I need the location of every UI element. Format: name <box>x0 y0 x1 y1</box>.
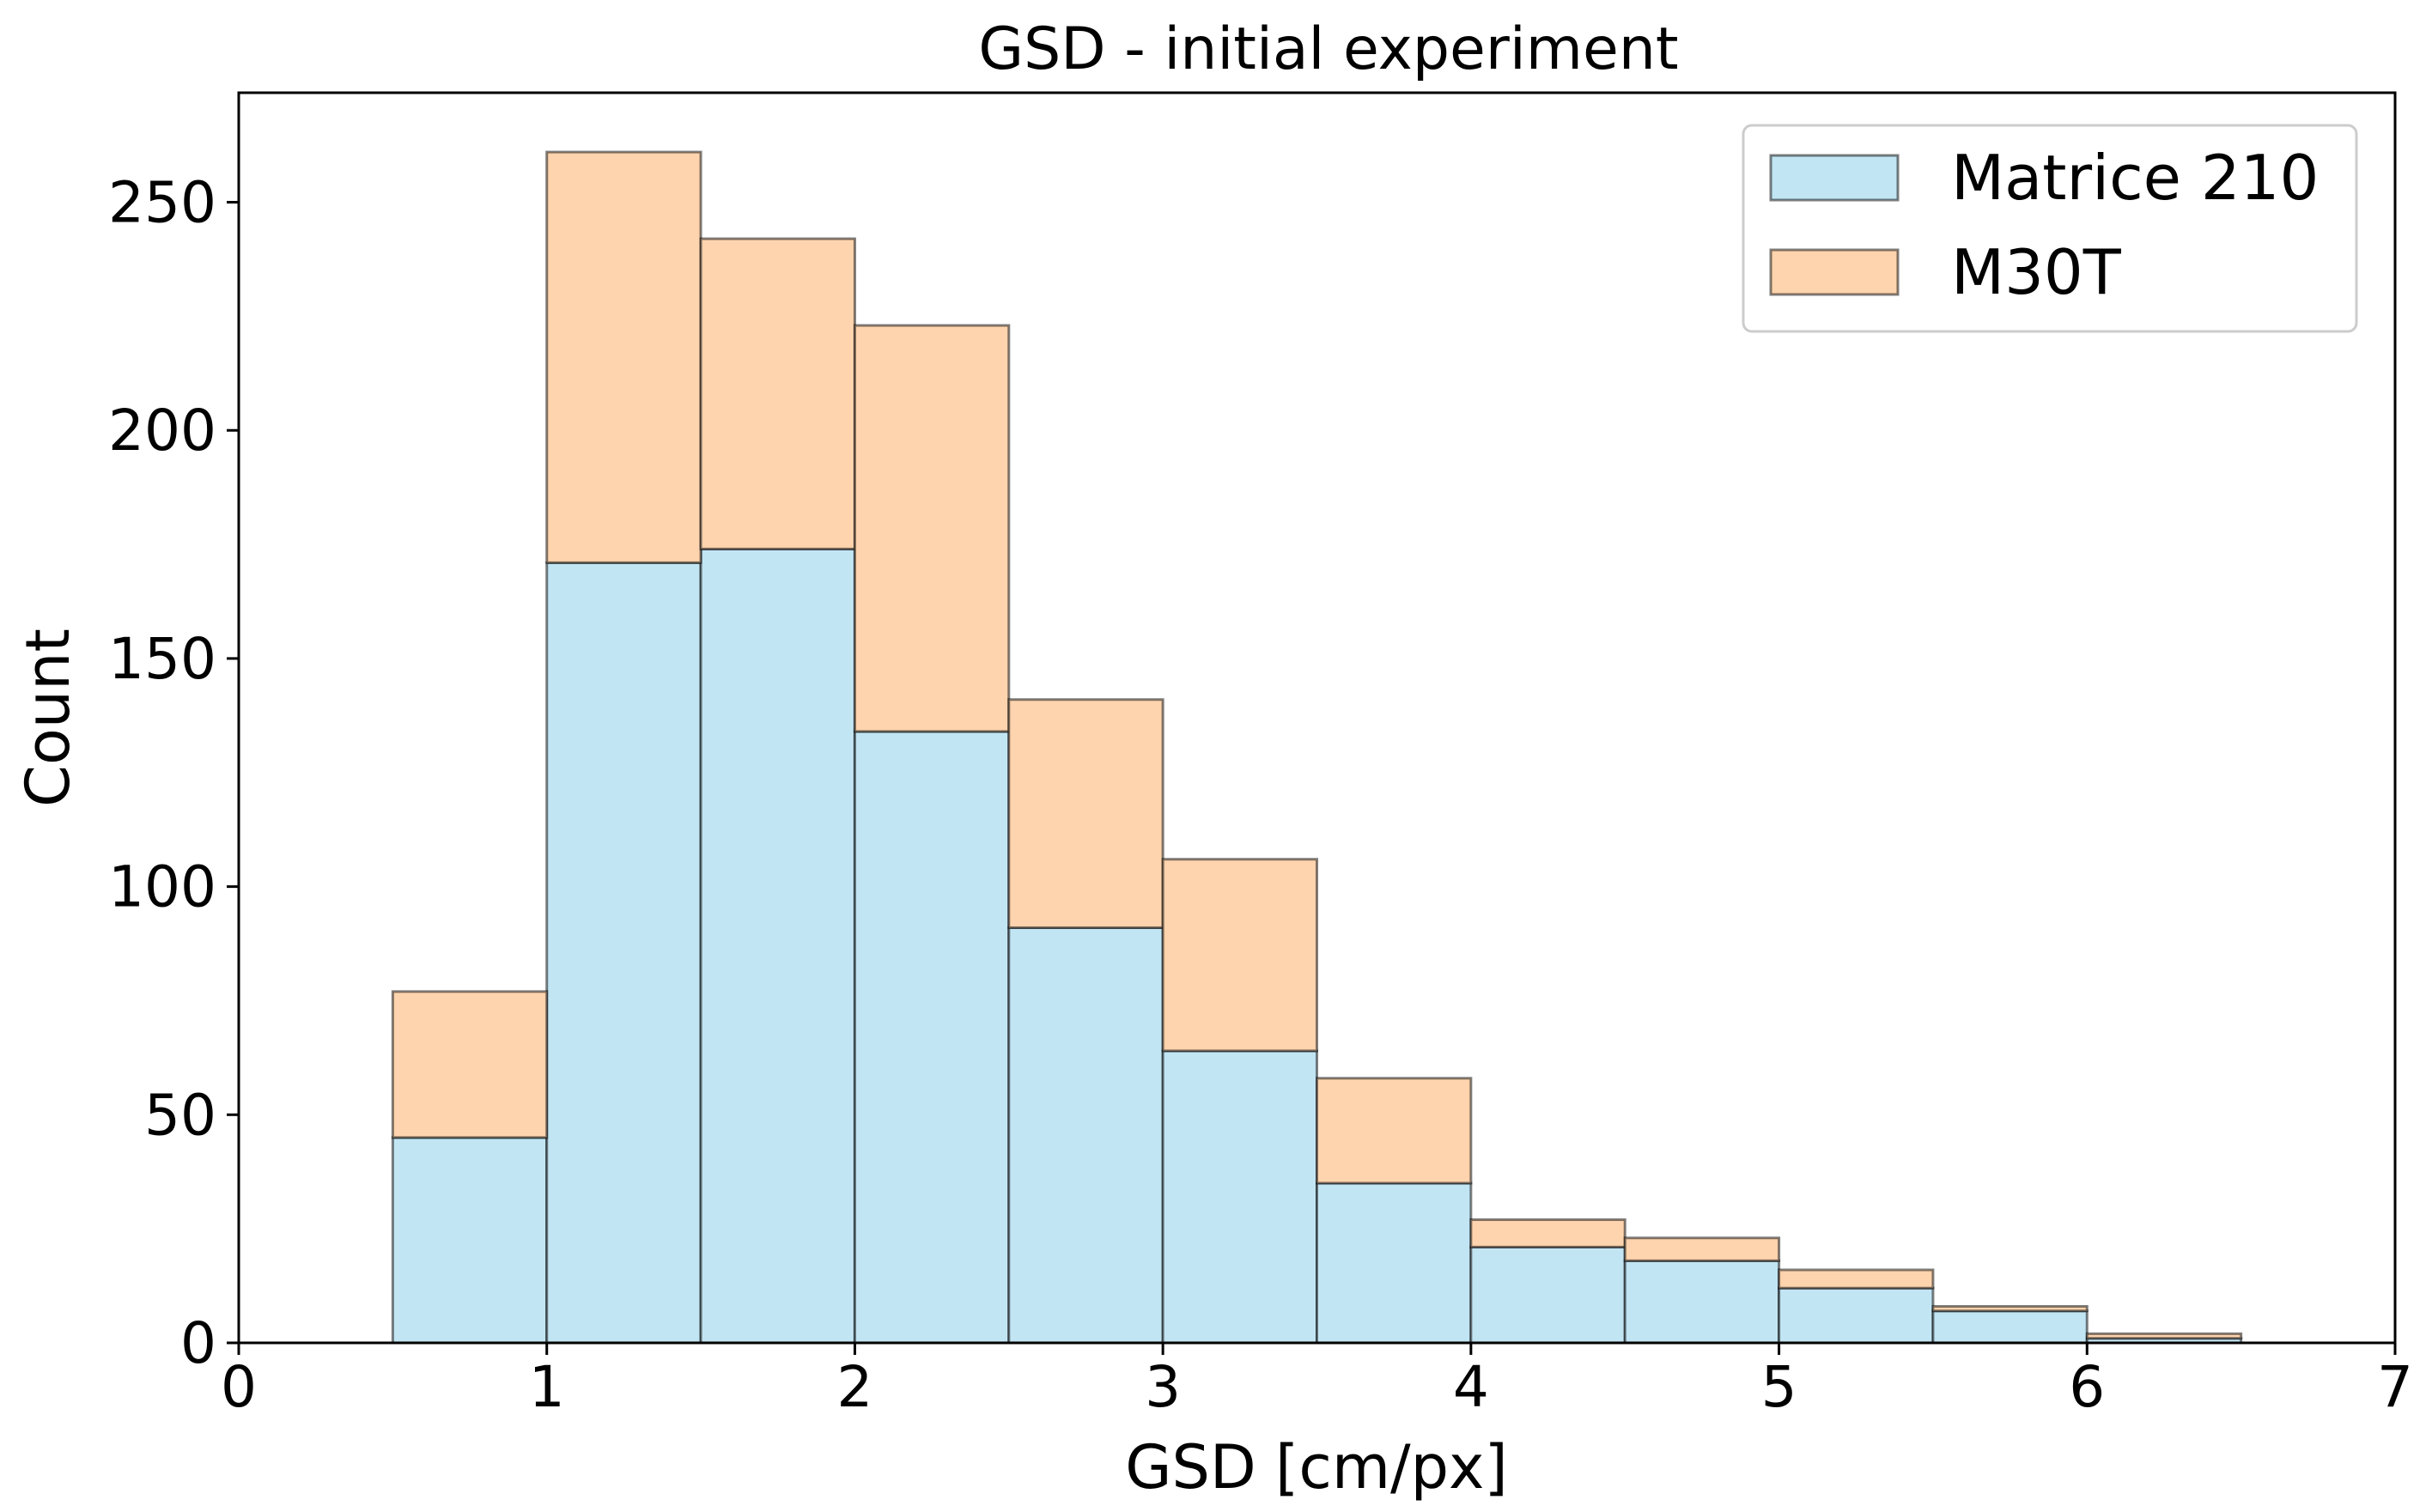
bar-m30t-bin-5 <box>1007 698 1164 929</box>
x-tick-label: 3 <box>1145 1354 1181 1420</box>
bar-matrice-210-bin-11 <box>1931 1309 2089 1345</box>
y-tick-label: 100 <box>108 854 216 920</box>
x-tick-label: 1 <box>529 1354 565 1420</box>
chart-title: GSD - initial experiment <box>978 15 1678 83</box>
bar-m30t-bin-10 <box>1778 1268 1935 1290</box>
x-axis-ticks: 0 1 2 3 4 5 6 7 <box>221 1343 2413 1420</box>
bar-matrice-210-bin-4 <box>853 730 1011 1345</box>
bar-m30t-bin-1 <box>391 990 549 1139</box>
y-tick-label: 250 <box>108 170 216 236</box>
x-tick-label: 0 <box>221 1354 257 1420</box>
axes-frame <box>237 91 2397 1345</box>
x-tick-label: 7 <box>2377 1354 2413 1420</box>
bar-matrice-210-bin-9 <box>1623 1259 1781 1345</box>
legend-swatch-m30t <box>1769 248 1900 296</box>
bar-m30t-bin-11 <box>1931 1304 2089 1313</box>
y-axis-label: Count <box>13 628 83 807</box>
x-tick-label: 4 <box>1453 1354 1489 1420</box>
y-tick-label: 50 <box>144 1082 216 1148</box>
bar-m30t-bin-8 <box>1469 1218 1626 1248</box>
x-tick-label: 2 <box>836 1354 873 1420</box>
bar-m30t-bin-9 <box>1623 1236 1781 1262</box>
y-tick-label: 150 <box>108 626 216 692</box>
bar-matrice-210-bin-2 <box>545 561 702 1345</box>
legend-swatch-matrice-210 <box>1769 154 1900 202</box>
bar-matrice-210-bin-8 <box>1469 1245 1626 1345</box>
bar-matrice-210-bin-10 <box>1778 1286 1935 1345</box>
histogram-bars <box>391 150 2243 1345</box>
y-tick-label: 0 <box>180 1310 216 1376</box>
bar-m30t-bin-6 <box>1161 858 1318 1053</box>
bar-matrice-210-bin-1 <box>391 1136 549 1345</box>
bar-m30t-bin-2 <box>545 150 702 564</box>
legend: Matrice 210 M30T <box>1742 124 2358 333</box>
y-axis-ticks: 0 50 100 150 200 250 <box>108 170 239 1376</box>
bar-m30t-bin-3 <box>699 237 856 550</box>
bar-matrice-210-bin-3 <box>699 547 856 1345</box>
bar-m30t-bin-12 <box>2085 1332 2243 1340</box>
bar-m30t-bin-7 <box>1316 1077 1473 1185</box>
y-tick-label: 200 <box>108 398 216 464</box>
x-axis-label: GSD [cm/px] <box>1125 1432 1508 1503</box>
x-tick-label: 6 <box>2069 1354 2105 1420</box>
x-tick-label: 5 <box>1761 1354 1797 1420</box>
legend-label-m30t: M30T <box>1951 236 2122 308</box>
bar-matrice-210-bin-6 <box>1161 1049 1318 1345</box>
bar-m30t-bin-4 <box>853 324 1011 733</box>
bar-matrice-210-bin-5 <box>1007 926 1164 1345</box>
bar-matrice-210-bin-7 <box>1316 1181 1473 1345</box>
legend-label-matrice-210: Matrice 210 <box>1951 142 2319 214</box>
